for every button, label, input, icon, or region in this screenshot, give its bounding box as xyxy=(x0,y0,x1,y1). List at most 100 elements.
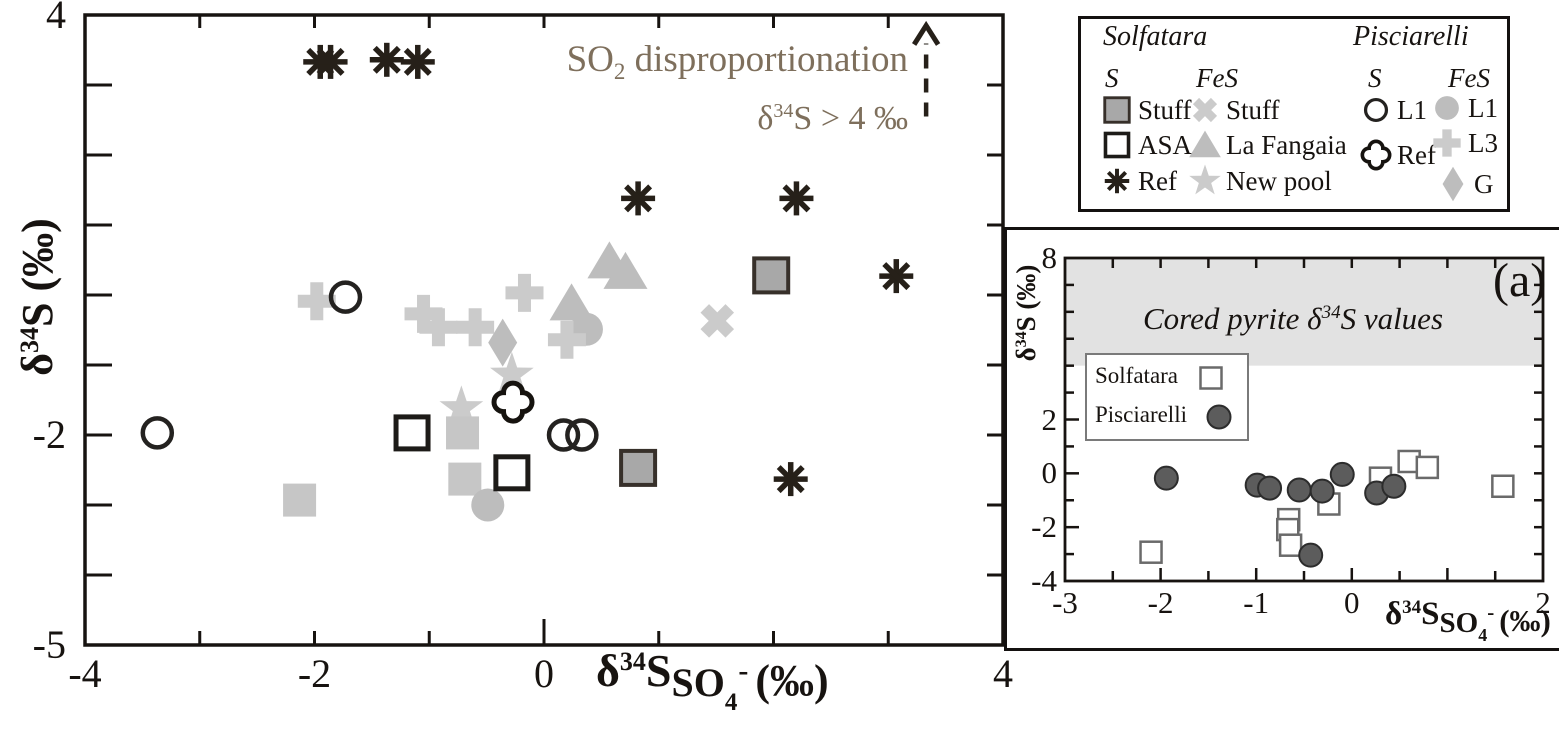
legend-item-label: L3 xyxy=(1468,127,1498,158)
anno2-post: S > 4 ‰ xyxy=(793,100,908,137)
legend-item-label: ASA xyxy=(1138,129,1193,160)
inset-y-axis-title: δ34S (‰) xyxy=(1006,203,1041,423)
marker-asterisk xyxy=(313,44,348,79)
marker-inset-circle xyxy=(1381,473,1407,499)
legend-item-label: Ref xyxy=(1397,139,1436,170)
legend-item-stuff: Stuff xyxy=(1099,92,1192,128)
inset-legend-marker-inset-circle xyxy=(1206,404,1232,430)
inset-y-tick-label: -4 xyxy=(1031,563,1057,598)
marker-plus xyxy=(456,308,495,347)
marker-asterisk xyxy=(621,181,656,216)
marker-inset-square xyxy=(1199,366,1223,390)
legend-item-stuff: Stuff xyxy=(1187,92,1280,128)
marker-asterisk xyxy=(400,44,435,79)
x-title-four: 4 xyxy=(724,689,738,716)
dashed-arrow-head xyxy=(912,20,941,46)
legend-item-label: Ref xyxy=(1138,165,1177,196)
legend-item-new-pool: New pool xyxy=(1187,163,1332,199)
inset-legend-label-pisciarelli: Pisciarelli xyxy=(1095,402,1187,427)
legend-item-label: L1 xyxy=(1397,94,1427,125)
marker-square-gray xyxy=(448,462,482,496)
main-x-axis-title: δ34SSO4- (‰) xyxy=(596,644,829,716)
legend-column-header: FeS xyxy=(1196,63,1238,93)
inset-y-tick-label: 8 xyxy=(1041,240,1058,275)
legend-marker-asterisk xyxy=(1104,168,1130,194)
marker-circle-open xyxy=(565,418,599,452)
legend-item-label: Stuff xyxy=(1226,94,1280,125)
inset-y-delta: δ xyxy=(1011,347,1041,362)
legend-item-ref: Ref xyxy=(1099,163,1177,199)
legend-item-label: Stuff xyxy=(1138,94,1192,125)
legend-item-label: G xyxy=(1474,168,1494,199)
anno1-sub: 2 xyxy=(613,59,626,84)
inset-x-tick-label: 2 xyxy=(1535,585,1551,620)
x-title-so: SO xyxy=(671,660,725,705)
marker-inset-circle xyxy=(1153,465,1179,491)
legend-marker-quatrefoil xyxy=(1360,139,1392,171)
anno2-delta: δ xyxy=(757,100,774,137)
marker-square-filled xyxy=(752,256,791,295)
inset-x-axis-title: δ34SSO4- (‰) xyxy=(1385,596,1551,645)
marker-circle-filled xyxy=(471,488,505,522)
legend-column-header: S xyxy=(1105,63,1119,93)
marker-plus xyxy=(404,294,443,333)
legend-item-ref: Ref xyxy=(1358,137,1436,173)
marker-square-filled xyxy=(619,448,658,487)
inset-y-tick-label: 0 xyxy=(1041,455,1058,491)
y-tick-label: -2 xyxy=(32,412,66,457)
marker-triangle xyxy=(603,251,648,289)
inset-band-label: Cored pyrite δ34S values xyxy=(1125,296,1461,336)
inset-x-four: 4 xyxy=(1478,625,1488,645)
marker-inset-square xyxy=(1139,540,1163,564)
marker-asterisk xyxy=(1104,168,1130,194)
inset-x-iso: 34 xyxy=(1402,597,1422,618)
marker-x xyxy=(1192,97,1218,123)
inset-x-s: S xyxy=(1421,596,1440,632)
marker-plus xyxy=(505,273,544,312)
marker-inset-circle xyxy=(1309,478,1335,504)
anno1-pre: SO xyxy=(566,39,614,80)
marker-quatrefoil xyxy=(491,380,535,424)
cored-pyrite-band xyxy=(1065,258,1543,366)
y-title-delta: δ xyxy=(13,352,62,376)
legend-item-g: G xyxy=(1435,166,1494,202)
inset-y-iso: 34 xyxy=(1013,331,1030,348)
marker-star xyxy=(1189,164,1221,195)
legend-marker-diamond xyxy=(1442,166,1464,202)
marker-square-open xyxy=(393,414,431,452)
marker-inset-square xyxy=(1491,474,1515,499)
legend-marker-square-open xyxy=(1103,131,1131,159)
legend-marker-square-filled xyxy=(1103,96,1131,124)
marker-circle-filled xyxy=(1435,96,1459,120)
legend-marker-circle-open xyxy=(1363,97,1389,123)
marker-asterisk xyxy=(369,42,404,77)
x-tick-label: -4 xyxy=(68,651,102,696)
marker-circle-open xyxy=(546,418,581,452)
marker-plus xyxy=(1433,129,1461,157)
legend-marker-x xyxy=(1192,97,1218,123)
inset-y-tick-label: -2 xyxy=(1031,509,1057,545)
marker-inset-circle xyxy=(1257,475,1283,501)
x-title-unit: (‰) xyxy=(755,656,829,705)
y-tick-label: 4 xyxy=(46,0,66,37)
marker-asterisk xyxy=(773,462,808,497)
band-label-pre: Cored pyrite δ xyxy=(1142,301,1322,336)
inset-x-tick-label: 0 xyxy=(1344,585,1360,620)
marker-inset-square xyxy=(1415,455,1440,480)
legend-marker-plus xyxy=(1433,129,1461,157)
legend-marker-circle-filled xyxy=(1435,96,1459,120)
marker-square-gray xyxy=(446,416,480,450)
marker-inset-circle xyxy=(1329,461,1355,487)
annotation-so2-disproportionation: SO2 disproportionation xyxy=(430,40,908,92)
marker-inset-circle xyxy=(1286,477,1312,503)
inset-x-delta: δ xyxy=(1385,596,1403,632)
band-label-iso: 34 xyxy=(1321,302,1341,323)
legend-item-l1: L1 xyxy=(1429,90,1498,126)
marker-plus xyxy=(297,282,336,321)
x-tick-label: 4 xyxy=(993,651,1013,696)
marker-x xyxy=(700,304,735,338)
x-title-s: S xyxy=(645,645,672,696)
y-tick-label: -5 xyxy=(32,622,66,667)
legend-marker-star xyxy=(1189,164,1221,195)
